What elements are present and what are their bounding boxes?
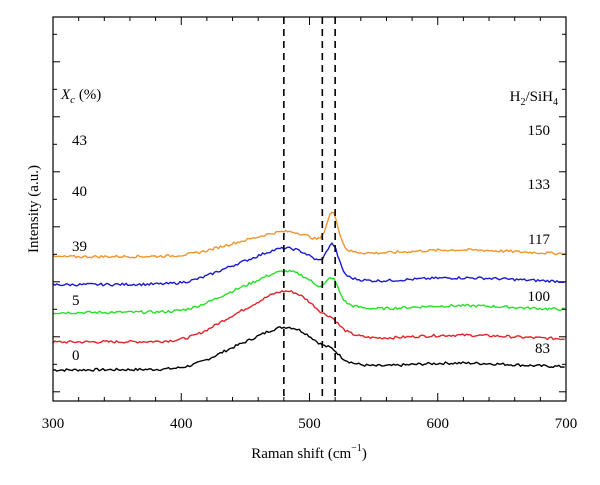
series-line-1 [52,290,565,344]
x-tick-label: 700 [555,416,578,432]
series-line-2 [52,269,565,315]
plot-frame [52,16,567,402]
x-ticks [52,17,567,401]
reference-lines [283,17,336,401]
x-tick-label: 500 [298,416,321,432]
series-ratio-label: 83 [535,341,550,357]
x-tick-labels: 300 400 500 600 700 [42,416,578,432]
series-line-0 [52,326,565,372]
series-ratio-label: 117 [528,232,550,248]
x-axis-label: Raman shift (cm−1) [251,443,367,462]
series-ratio-label: 100 [528,289,551,305]
series-xc-label: 39 [72,239,87,255]
series-xc-label: 0 [72,348,80,364]
series-ratio-label: 133 [528,177,551,193]
x-tick-label: 300 [42,416,65,432]
x-tick-label: 400 [170,416,193,432]
series-xc-label: 5 [72,293,80,309]
series-ratio-label: 150 [528,123,551,139]
x-tick-label: 600 [427,416,450,432]
y-axis-label: Intensity (a.u.) [26,165,42,253]
series-line-3 [52,242,565,287]
series-labels: 0 83 5 100 39 117 40 133 43 150 [72,123,550,364]
left-header: Xc (%) [60,87,101,106]
series-line-4 [52,211,566,259]
series-lines [52,211,566,372]
series-xc-label: 43 [72,133,87,149]
series-xc-label: 40 [72,184,87,200]
right-header: H2/SiH4 [510,89,558,108]
y-ticks [53,33,566,393]
